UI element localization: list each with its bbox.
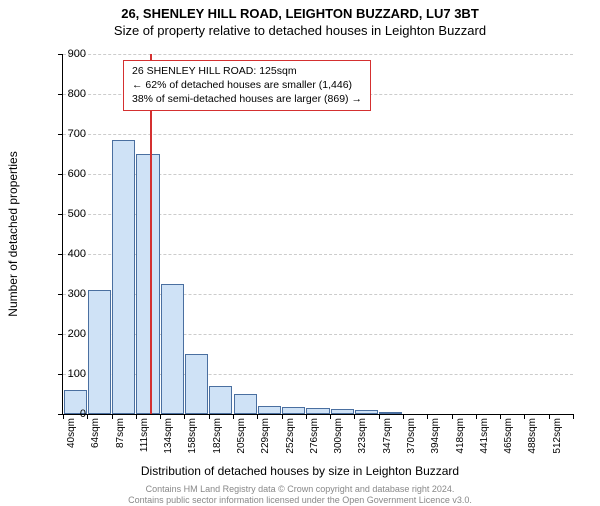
xtick-label: 441sqm bbox=[479, 418, 490, 454]
xtick-label: 370sqm bbox=[406, 418, 417, 454]
xtick-label: 40sqm bbox=[66, 418, 77, 448]
xtick-mark bbox=[427, 414, 428, 419]
x-axis-label: Distribution of detached houses by size … bbox=[0, 464, 600, 478]
ytick-label: 200 bbox=[56, 328, 86, 340]
histogram-chart: 40sqm64sqm87sqm111sqm134sqm158sqm182sqm2… bbox=[62, 54, 573, 415]
xtick-label: 394sqm bbox=[430, 418, 441, 454]
xtick-mark bbox=[233, 414, 234, 419]
histogram-bar bbox=[112, 140, 135, 414]
xtick-label: 465sqm bbox=[503, 418, 514, 454]
ytick-label: 700 bbox=[56, 128, 86, 140]
xtick-mark bbox=[257, 414, 258, 419]
xtick-label: 87sqm bbox=[115, 418, 126, 448]
histogram-bar bbox=[136, 154, 159, 414]
xtick-label: 300sqm bbox=[333, 418, 344, 454]
xtick-mark bbox=[379, 414, 380, 419]
xtick-label: 488sqm bbox=[527, 418, 538, 454]
xtick-label: 512sqm bbox=[552, 418, 563, 454]
xtick-label: 182sqm bbox=[212, 418, 223, 454]
xtick-label: 323sqm bbox=[357, 418, 368, 454]
xtick-mark bbox=[524, 414, 525, 419]
xtick-mark bbox=[209, 414, 210, 419]
histogram-bar bbox=[258, 406, 281, 414]
histogram-bar bbox=[234, 394, 257, 414]
xtick-label: 134sqm bbox=[163, 418, 174, 454]
xtick-mark bbox=[282, 414, 283, 419]
xtick-mark bbox=[160, 414, 161, 419]
page-title: 26, SHENLEY HILL ROAD, LEIGHTON BUZZARD,… bbox=[0, 6, 600, 21]
xtick-label: 347sqm bbox=[382, 418, 393, 454]
footer-line-2: Contains public sector information licen… bbox=[0, 495, 600, 506]
xtick-mark bbox=[330, 414, 331, 419]
xtick-label: 64sqm bbox=[90, 418, 101, 448]
xtick-label: 111sqm bbox=[139, 418, 150, 452]
xtick-mark bbox=[112, 414, 113, 419]
xtick-mark bbox=[184, 414, 185, 419]
page-subtitle: Size of property relative to detached ho… bbox=[0, 23, 600, 38]
ytick-label: 100 bbox=[56, 368, 86, 380]
xtick-label: 205sqm bbox=[236, 418, 247, 454]
annotation-box: 26 SHENLEY HILL ROAD: 125sqm← 62% of det… bbox=[123, 60, 371, 111]
histogram-bar bbox=[88, 290, 111, 414]
xtick-mark bbox=[87, 414, 88, 419]
ytick-label: 500 bbox=[56, 208, 86, 220]
histogram-bar bbox=[379, 412, 402, 414]
histogram-bar bbox=[185, 354, 208, 414]
xtick-label: 252sqm bbox=[285, 418, 296, 454]
ytick-label: 300 bbox=[56, 288, 86, 300]
ytick-label: 800 bbox=[56, 88, 86, 100]
ytick-label: 400 bbox=[56, 248, 86, 260]
ytick-label: 900 bbox=[56, 48, 86, 60]
ytick-label: 0 bbox=[56, 408, 86, 420]
histogram-bar bbox=[306, 408, 329, 414]
footer-attribution: Contains HM Land Registry data © Crown c… bbox=[0, 484, 600, 506]
histogram-bar bbox=[209, 386, 232, 414]
xtick-label: 418sqm bbox=[455, 418, 466, 454]
xtick-mark bbox=[403, 414, 404, 419]
ytick-label: 600 bbox=[56, 168, 86, 180]
gridline bbox=[63, 134, 573, 135]
xtick-mark bbox=[354, 414, 355, 419]
footer-line-1: Contains HM Land Registry data © Crown c… bbox=[0, 484, 600, 495]
xtick-mark bbox=[573, 414, 574, 419]
y-axis-label: Number of detached properties bbox=[6, 151, 20, 316]
histogram-bar bbox=[355, 410, 378, 414]
xtick-mark bbox=[500, 414, 501, 419]
xtick-label: 229sqm bbox=[260, 418, 271, 454]
histogram-bar bbox=[282, 407, 305, 414]
gridline bbox=[63, 54, 573, 55]
histogram-bar bbox=[331, 409, 354, 414]
annotation-line: ← 62% of detached houses are smaller (1,… bbox=[132, 78, 362, 92]
xtick-mark bbox=[476, 414, 477, 419]
xtick-mark bbox=[136, 414, 137, 419]
xtick-mark bbox=[306, 414, 307, 419]
annotation-line: 26 SHENLEY HILL ROAD: 125sqm bbox=[132, 64, 362, 78]
xtick-label: 158sqm bbox=[187, 418, 198, 454]
histogram-bar bbox=[161, 284, 184, 414]
xtick-label: 276sqm bbox=[309, 418, 320, 454]
xtick-mark bbox=[452, 414, 453, 419]
xtick-mark bbox=[549, 414, 550, 419]
annotation-line: 38% of semi-detached houses are larger (… bbox=[132, 92, 362, 106]
